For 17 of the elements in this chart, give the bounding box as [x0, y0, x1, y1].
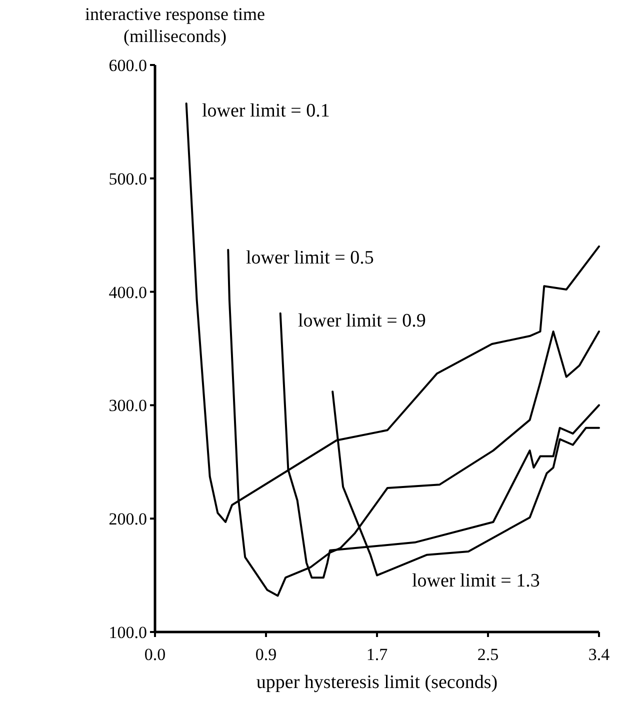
annotation: lower limit = 0.5	[246, 248, 374, 269]
y-tick-label: 300.0	[108, 396, 147, 416]
y-tick-label: 100.0	[108, 622, 147, 642]
x-tick-label: 0.9	[255, 645, 277, 664]
annotation: lower limit = 0.9	[298, 310, 426, 332]
x-tick-label: 2.5	[477, 645, 499, 664]
y-tick-label: 500.0	[108, 169, 147, 188]
annotation: lower limit = 0.1	[202, 100, 330, 122]
y-axis-title: interactive response time (milliseconds)	[85, 4, 265, 46]
annotation: lower limit = 1.3	[412, 570, 540, 592]
x-tick-label: 0.0	[144, 645, 166, 664]
x-axis-title: upper hysteresis limit (seconds)	[256, 672, 498, 693]
y-tick-label: 200.0	[108, 510, 147, 529]
y-tick-label: 600.0	[108, 56, 147, 75]
y-tick-label: 400.0	[108, 282, 147, 302]
x-tick-label: 3.4	[588, 645, 610, 664]
x-tick-label: 1.7	[366, 645, 388, 664]
